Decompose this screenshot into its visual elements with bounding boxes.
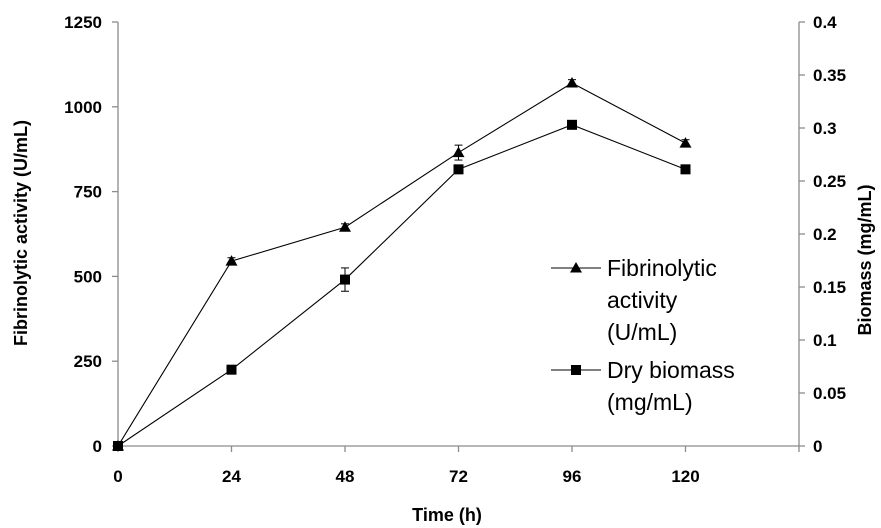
x-tick-label: 48 bbox=[336, 467, 355, 486]
right-y-tick-label: 0.25 bbox=[813, 172, 846, 191]
legend-label: activity bbox=[607, 287, 678, 313]
right-y-ticks: 0 0.05 0.1 0.15 0.2 0.25 0.3 0.35 0.4 bbox=[799, 13, 846, 456]
right-y-tick-label: 0 bbox=[813, 437, 822, 456]
right-y-tick-label: 0.2 bbox=[813, 225, 837, 244]
left-y-tick-label: 750 bbox=[74, 183, 102, 202]
x-tick-label: 0 bbox=[113, 467, 122, 486]
legend-label: Fibrinolytic bbox=[607, 255, 717, 281]
data-point bbox=[567, 119, 577, 130]
data-point bbox=[453, 164, 464, 175]
left-y-tick-label: 250 bbox=[74, 352, 102, 371]
data-point bbox=[225, 255, 238, 266]
legend-marker bbox=[570, 262, 582, 273]
right-y-tick-label: 0.35 bbox=[813, 66, 846, 85]
series-fibrinolytic-activity bbox=[112, 77, 692, 451]
right-y-tick-label: 0.15 bbox=[813, 278, 846, 297]
series-line bbox=[117, 124, 686, 447]
right-y-tick-label: 0.05 bbox=[813, 384, 846, 403]
data-point bbox=[566, 77, 578, 88]
x-tick-label: 24 bbox=[222, 467, 241, 486]
legend-marker bbox=[571, 365, 581, 375]
legend-label: (U/mL) bbox=[607, 319, 677, 345]
legend-entry: Dry biomass (mg/mL) bbox=[551, 357, 735, 415]
data-point bbox=[339, 221, 351, 232]
data-point bbox=[452, 146, 465, 158]
legend: Fibrinolytic activity (U/mL) Dry biomass (mg… bbox=[551, 255, 735, 415]
x-axis-title: Time (h) bbox=[412, 505, 482, 525]
legend-label: Dry biomass bbox=[607, 357, 735, 383]
x-tick-label: 120 bbox=[671, 467, 699, 486]
x-ticks: 0 24 48 72 96 120 bbox=[113, 446, 800, 486]
right-y-axis-title: Biomass (mg/mL) bbox=[855, 184, 875, 335]
data-point bbox=[680, 164, 691, 175]
left-y-tick-label: 0 bbox=[93, 437, 102, 456]
right-y-tick-label: 0.3 bbox=[813, 119, 837, 138]
series-layer bbox=[112, 77, 692, 451]
x-tick-label: 72 bbox=[449, 467, 468, 486]
right-y-tick-label: 0.1 bbox=[813, 331, 837, 350]
legend-entry: Fibrinolytic activity (U/mL) bbox=[551, 255, 717, 345]
x-tick-label: 96 bbox=[563, 467, 582, 486]
left-y-tick-label: 500 bbox=[74, 267, 102, 286]
series-line bbox=[117, 82, 686, 447]
data-point bbox=[340, 274, 350, 285]
left-y-tick-label: 1000 bbox=[64, 98, 102, 117]
legend-label: (mg/mL) bbox=[607, 389, 693, 415]
series-dry-biomass bbox=[113, 119, 691, 451]
data-point bbox=[679, 137, 692, 148]
left-y-axis-title: Fibrinolytic activity (U/mL) bbox=[11, 120, 31, 346]
data-point bbox=[113, 441, 123, 451]
left-y-tick-label: 1250 bbox=[64, 13, 102, 32]
right-y-tick-label: 0.4 bbox=[813, 13, 837, 32]
left-y-ticks: 0 250 500 750 1000 1250 bbox=[64, 13, 118, 456]
data-point bbox=[226, 364, 237, 375]
